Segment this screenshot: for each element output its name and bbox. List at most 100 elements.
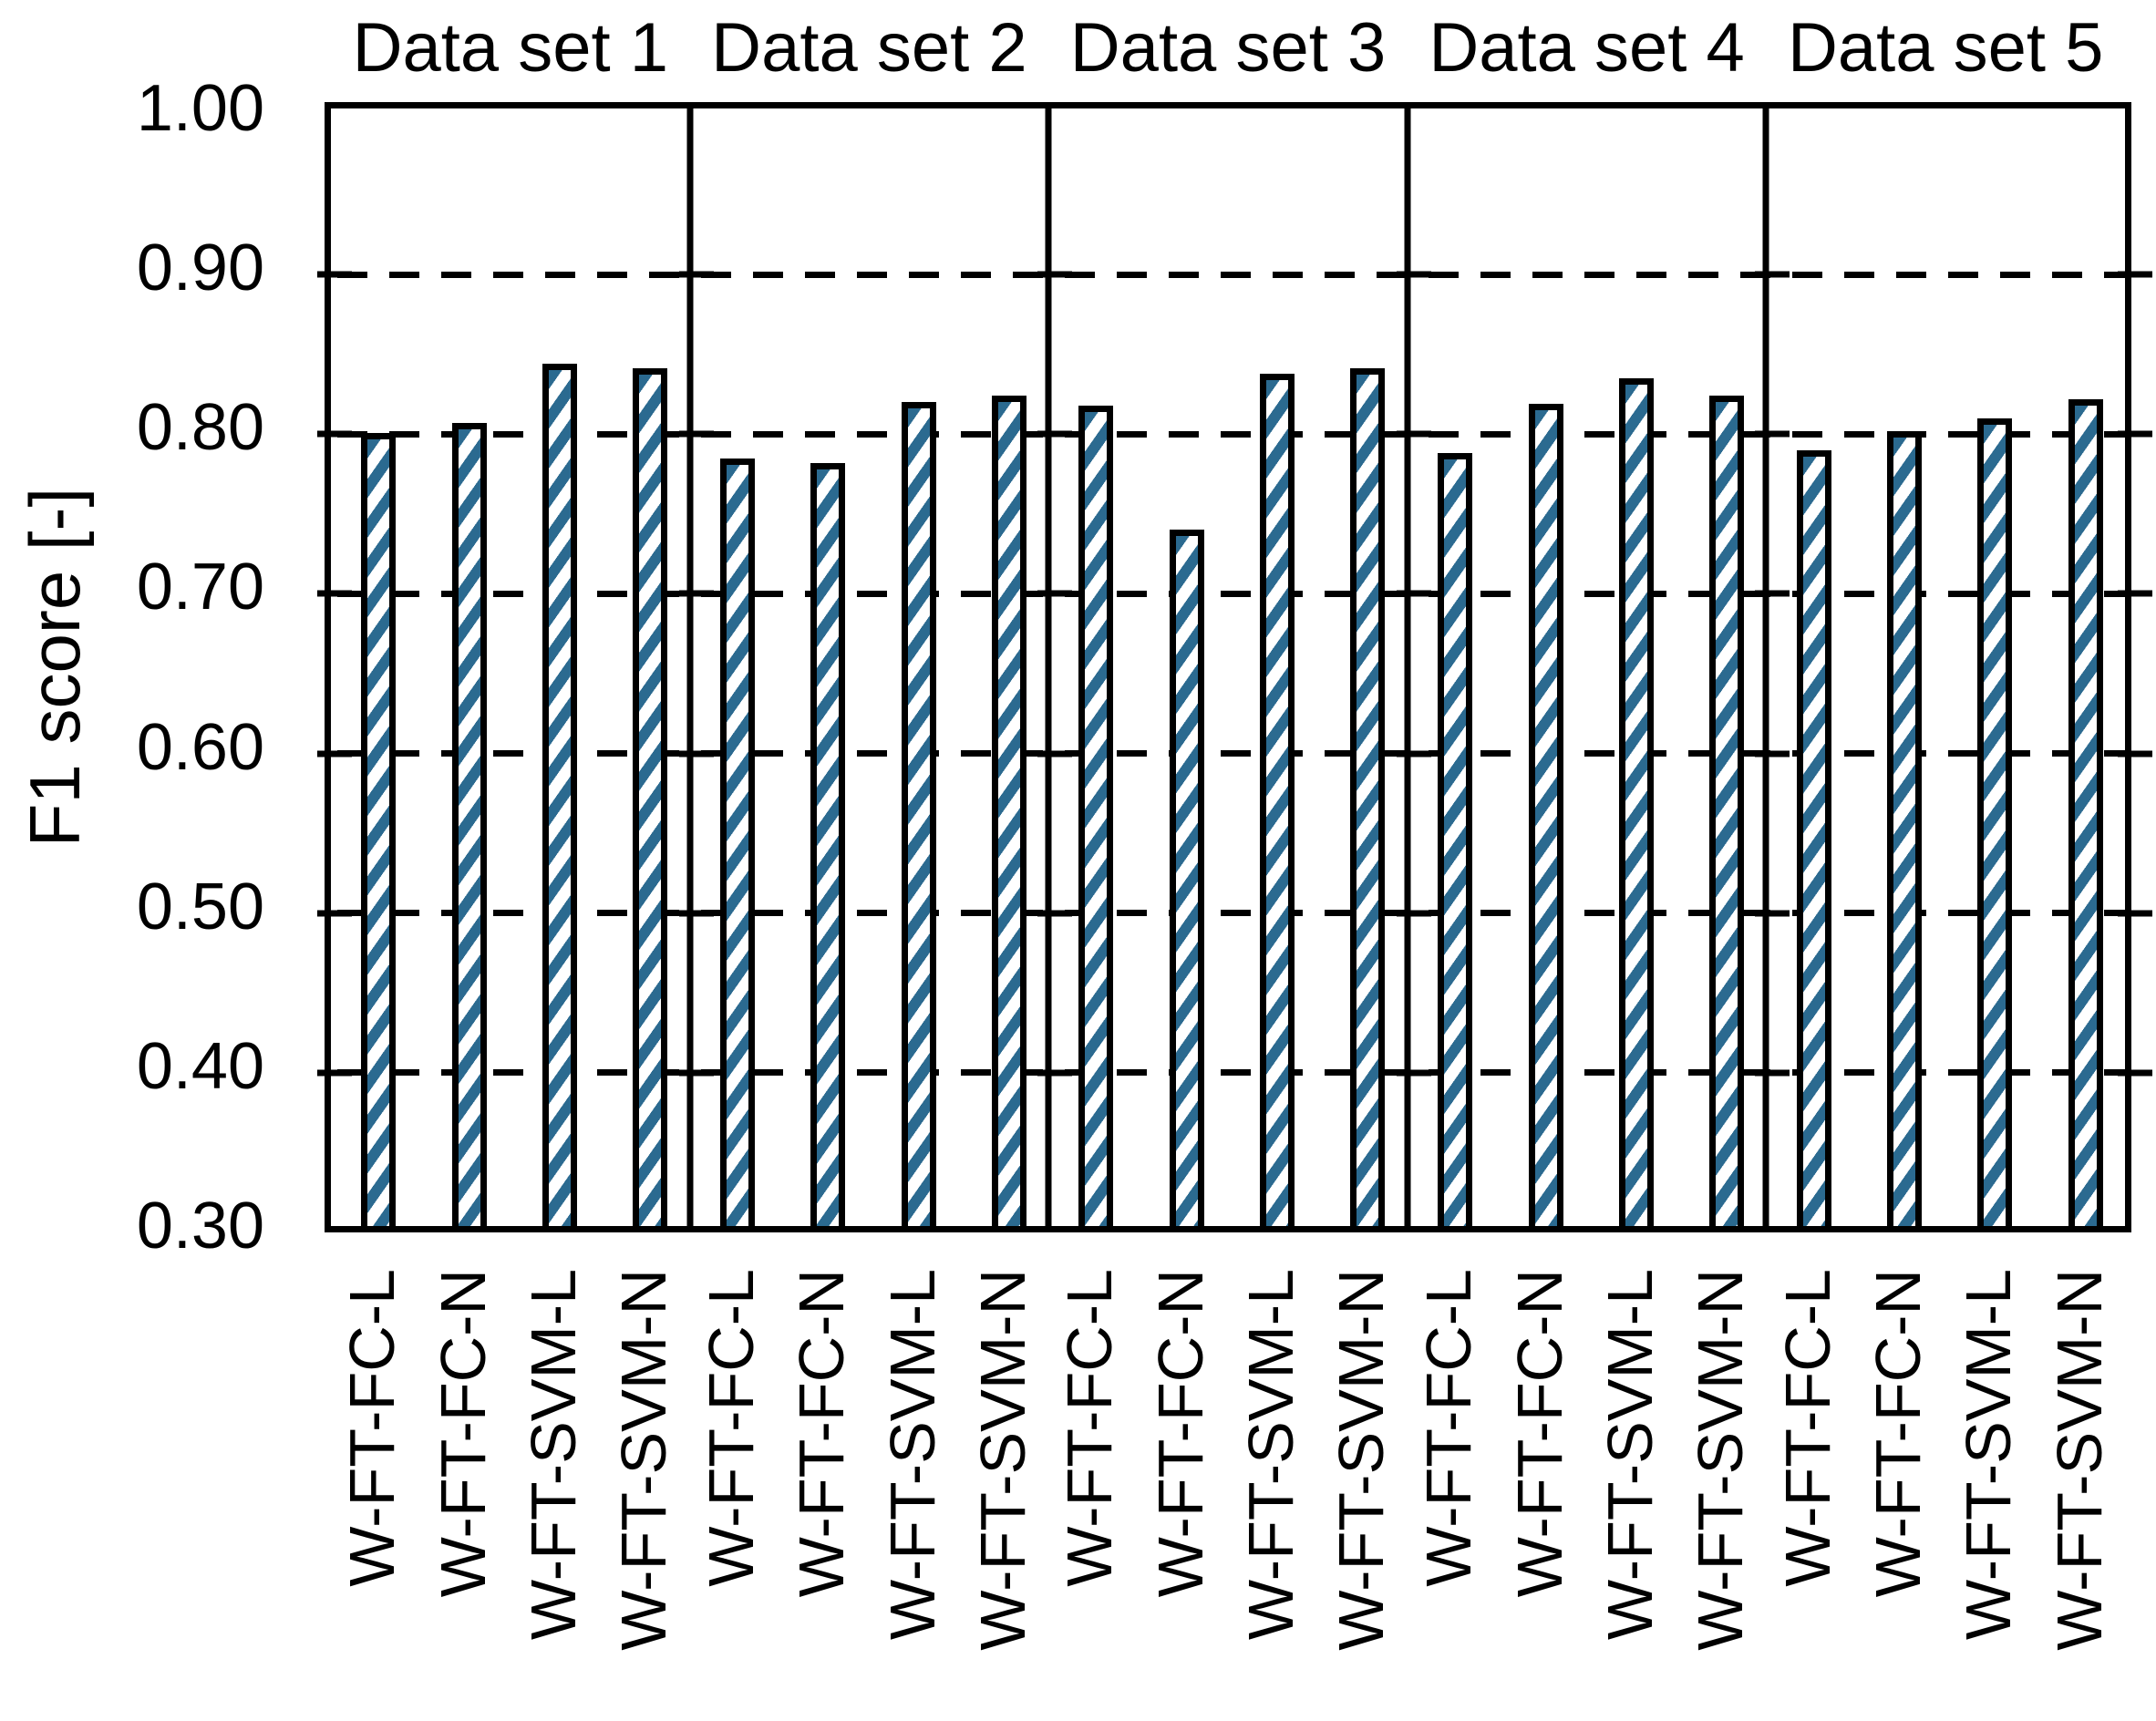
- x-tick-label-text: W-FT-SVM-L: [518, 1269, 590, 1641]
- axis-tick: [1037, 430, 1073, 438]
- bar-data-set-4-w-ft-fc-l: [1438, 453, 1473, 1226]
- x-tick-label: W-FT-FC-N: [1145, 1269, 1217, 1602]
- bar-data-set-1-w-ft-fc-n: [451, 423, 487, 1226]
- axis-tick: [1037, 910, 1073, 917]
- bar-data-set-3-w-ft-svm-l: [1260, 373, 1295, 1226]
- axis-tick: [1396, 1069, 1431, 1077]
- bar-data-set-3-w-ft-svm-n: [1350, 368, 1386, 1226]
- x-tick-label: W-FT-FC-L: [1413, 1269, 1484, 1592]
- bar-data-set-5-w-ft-fc-l: [1796, 449, 1831, 1226]
- y-tick-label: 0.50: [136, 870, 264, 943]
- gridline-0.60: [337, 750, 2131, 757]
- x-tick-label-text: W-FT-FC-N: [1503, 1269, 1575, 1598]
- panel-title: Data set 3: [1069, 9, 1387, 87]
- x-tick-label: W-FT-SVM-L: [876, 1269, 948, 1644]
- x-tick-label-text: W-FT-SVM-L: [1953, 1269, 2025, 1641]
- x-tick-label: W-FT-FC-N: [1503, 1269, 1575, 1602]
- axis-tick: [1396, 750, 1431, 757]
- axis-tick: [2117, 590, 2152, 597]
- bar-data-set-4-w-ft-svm-n: [1709, 396, 1745, 1226]
- x-tick-label-text: W-FT-FC-L: [1054, 1269, 1126, 1587]
- y-axis-label: F1 score [-]: [15, 487, 95, 848]
- x-tick-label: W-FT-SVM-N: [2043, 1269, 2115, 1655]
- axis-tick: [316, 430, 352, 438]
- panel-divider: [1404, 108, 1411, 1226]
- axis-tick: [2117, 910, 2152, 917]
- x-tick-label-text: W-FT-SVM-N: [2043, 1269, 2115, 1651]
- bar-data-set-1-w-ft-fc-l: [361, 432, 397, 1226]
- panel-divider: [1045, 108, 1052, 1226]
- y-tick-label: 0.70: [136, 551, 264, 624]
- x-tick-label: W-FT-FC-N: [1862, 1269, 1934, 1602]
- x-tick-label: W-FT-SVM-L: [518, 1269, 590, 1644]
- y-tick-label: 0.60: [136, 710, 264, 784]
- x-tick-label: W-FT-SVM-L: [1953, 1269, 2025, 1644]
- plot-area: [316, 102, 2152, 1232]
- bar-data-set-5-w-ft-fc-n: [1887, 430, 1923, 1226]
- x-tick-label-text: W-FT-SVM-N: [966, 1269, 1038, 1651]
- axis-tick: [1755, 910, 1790, 917]
- x-tick-label-text: W-FT-FC-L: [695, 1269, 767, 1587]
- x-tick-label: W-FT-SVM-N: [1685, 1269, 1757, 1655]
- x-tick-label-text: W-FT-FC-N: [1145, 1269, 1217, 1598]
- axis-tick: [1396, 590, 1431, 597]
- bar-data-set-2-w-ft-fc-l: [719, 458, 755, 1226]
- axis-tick: [2117, 1069, 2152, 1077]
- axis-tick: [2117, 430, 2152, 438]
- axis-tick: [1396, 271, 1431, 278]
- axis-tick: [678, 750, 714, 757]
- panel-divider: [1762, 108, 1769, 1226]
- axis-tick: [1037, 271, 1073, 278]
- gridline-0.70: [337, 590, 2131, 597]
- x-tick-label-text: W-FT-SVM-N: [1326, 1269, 1398, 1651]
- axis-tick: [316, 271, 352, 278]
- axis-tick: [1755, 271, 1790, 278]
- y-tick-label: 1.00: [136, 72, 264, 145]
- panel-title: Data set 5: [1787, 9, 2104, 87]
- axis-tick: [678, 590, 714, 597]
- x-tick-label: W-FT-SVM-N: [608, 1269, 679, 1655]
- x-tick-label-text: W-FT-SVM-L: [876, 1269, 948, 1641]
- axis-tick: [2117, 750, 2152, 757]
- x-tick-label: W-FT-FC-L: [695, 1269, 767, 1592]
- axis-tick: [1755, 750, 1790, 757]
- axis-tick: [1396, 430, 1431, 438]
- x-tick-label: W-FT-FC-N: [428, 1269, 499, 1602]
- x-tick-label-text: W-FT-FC-L: [336, 1269, 408, 1587]
- axis-tick: [1037, 1069, 1073, 1077]
- axis-tick: [1755, 1069, 1790, 1077]
- panel-title: Data set 1: [352, 9, 669, 87]
- panel-divider: [686, 108, 694, 1226]
- x-tick-label: W-FT-SVM-L: [1594, 1269, 1666, 1644]
- bar-data-set-3-w-ft-fc-l: [1078, 405, 1114, 1226]
- bar-data-set-1-w-ft-svm-n: [633, 368, 668, 1226]
- bar-data-set-2-w-ft-fc-n: [810, 462, 846, 1226]
- axis-tick: [678, 1069, 714, 1077]
- y-tick-label: 0.90: [136, 232, 264, 305]
- x-tick-label: W-FT-SVM-L: [1235, 1269, 1306, 1644]
- bar-data-set-4-w-ft-fc-n: [1528, 404, 1563, 1226]
- y-tick-label: 0.40: [136, 1029, 264, 1103]
- x-tick-label-text: W-FT-FC-N: [1862, 1269, 1934, 1598]
- axis-tick: [678, 430, 714, 438]
- x-tick-label: W-FT-FC-L: [1772, 1269, 1843, 1592]
- gridline-0.40: [337, 1069, 2131, 1077]
- x-tick-label-text: W-FT-SVM-L: [1594, 1269, 1666, 1641]
- y-tick-label: 0.30: [136, 1190, 264, 1262]
- bar-data-set-5-w-ft-svm-l: [1977, 417, 2013, 1226]
- axis-tick: [316, 590, 352, 597]
- gridline-0.80: [337, 430, 2131, 438]
- axis-tick: [1037, 590, 1073, 597]
- axis-tick: [1037, 750, 1073, 757]
- bar-data-set-2-w-ft-svm-l: [901, 402, 936, 1226]
- axis-tick: [2117, 271, 2152, 278]
- y-tick-label: 0.80: [136, 391, 264, 465]
- axis-tick: [316, 1069, 352, 1077]
- gridline-0.90: [337, 271, 2131, 278]
- x-tick-label-text: W-FT-SVM-N: [1685, 1269, 1757, 1651]
- x-tick-label-text: W-FT-FC-N: [786, 1269, 858, 1598]
- x-tick-label: W-FT-FC-L: [1054, 1269, 1126, 1592]
- x-tick-label: W-FT-SVM-N: [1326, 1269, 1398, 1655]
- axis-tick: [316, 910, 352, 917]
